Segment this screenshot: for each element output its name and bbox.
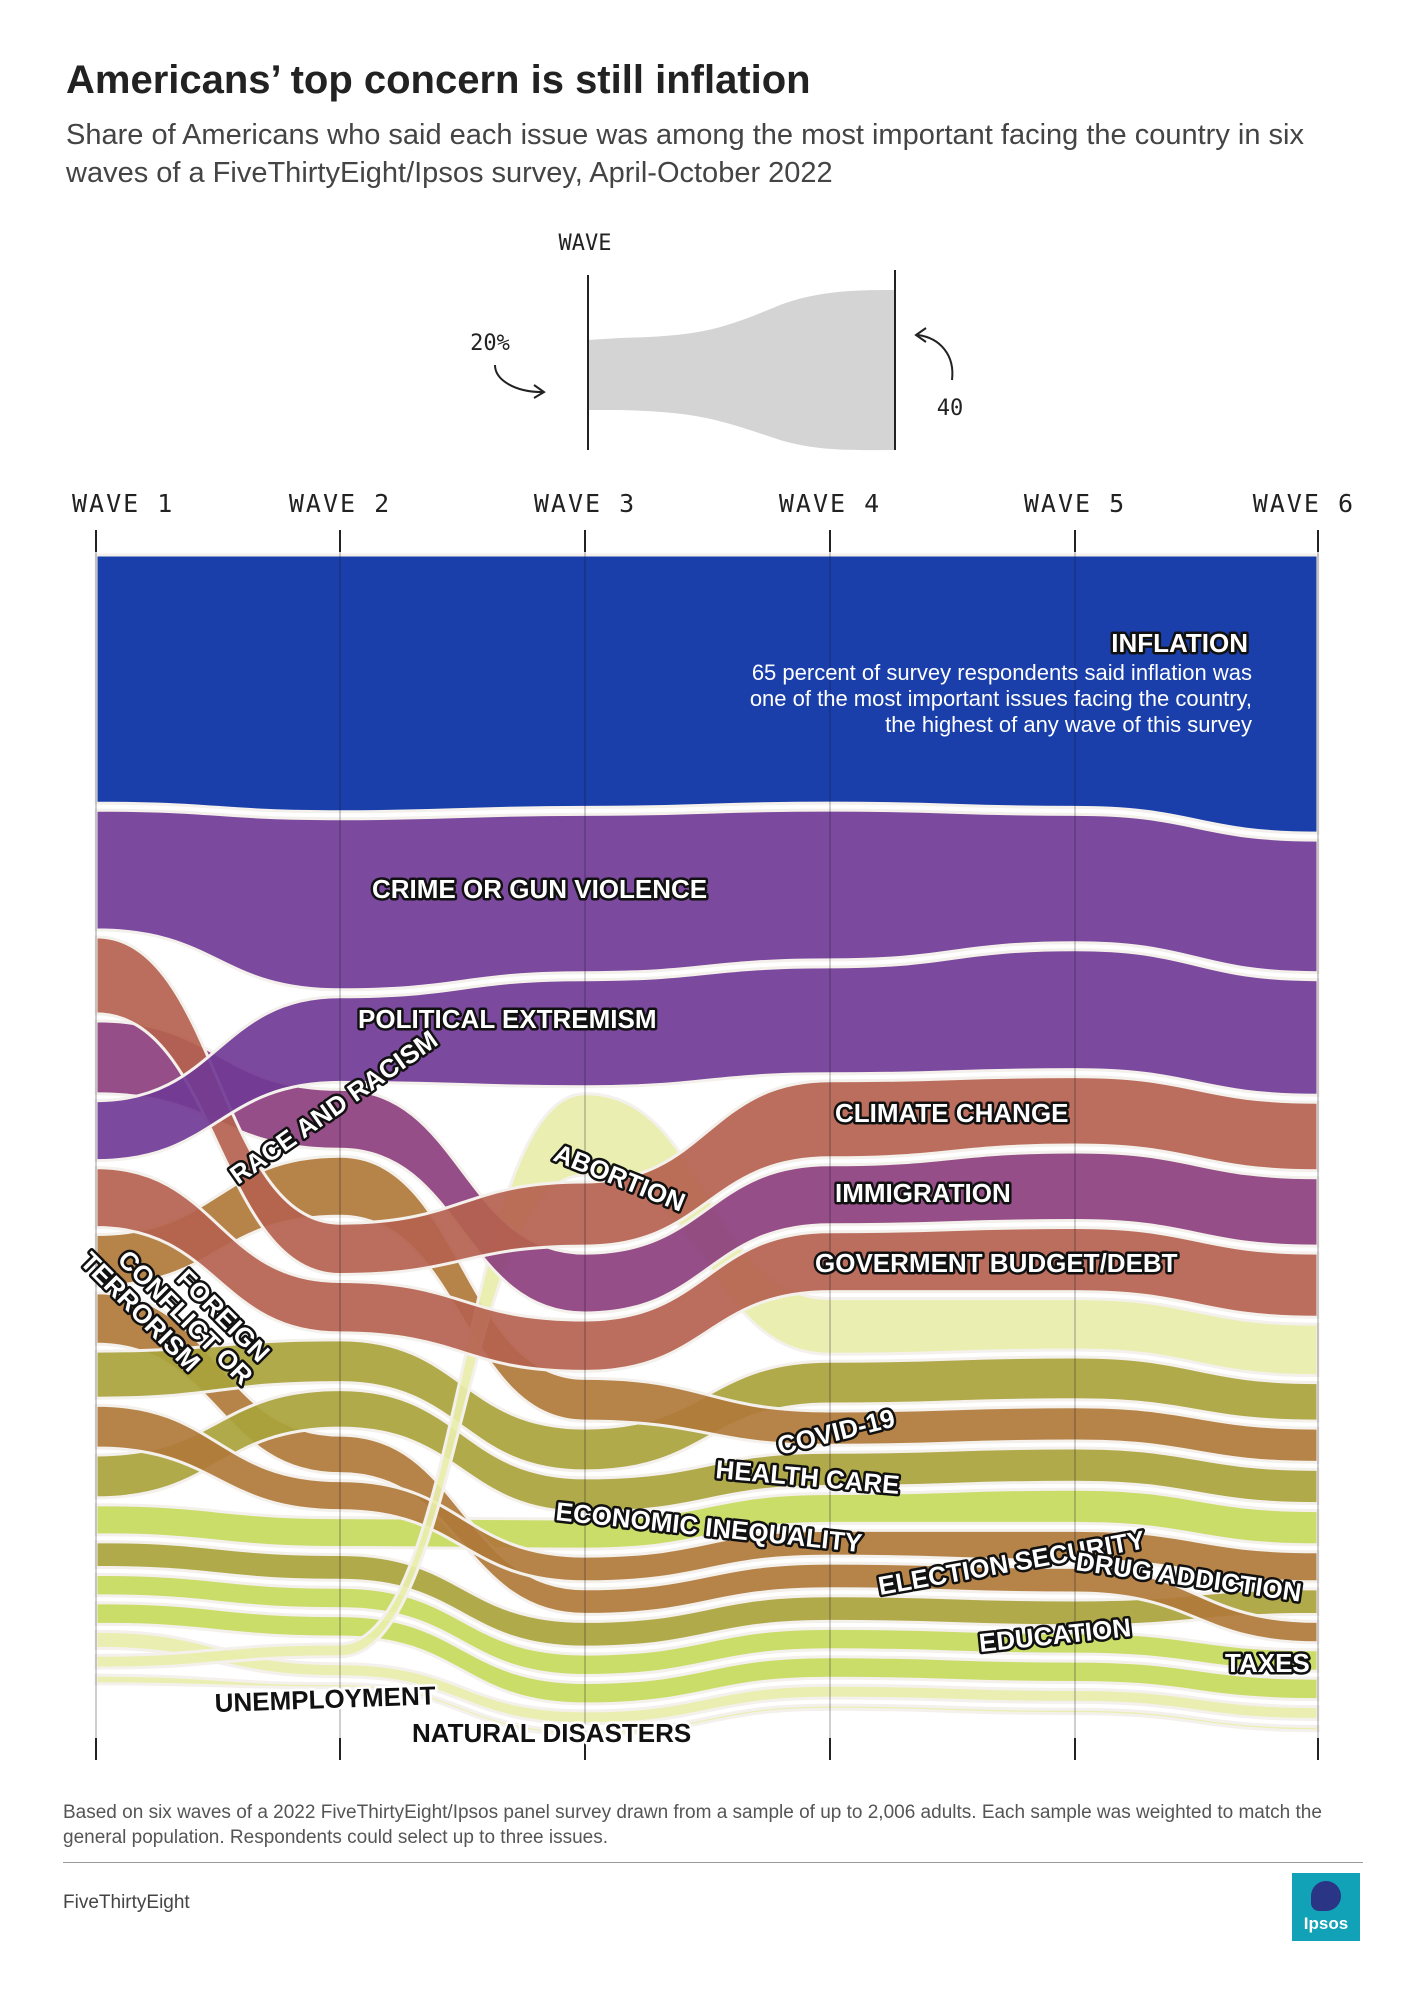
wave-label-3: WAVE 3 xyxy=(534,489,636,518)
inflation-note-line-1: 65 percent of survey respondents said in… xyxy=(752,660,1252,685)
ipsos-logo: Ipsos xyxy=(1292,1873,1360,1941)
wave-label-5: WAVE 5 xyxy=(1024,489,1126,518)
bands-layer xyxy=(94,553,1320,1737)
width-key: WAVE 20% 40 xyxy=(470,231,964,451)
key-high-arrowhead xyxy=(914,327,927,343)
wave-gridlines xyxy=(95,530,1319,1760)
source-credit: FiveThirtyEight xyxy=(63,1892,190,1913)
label-climate-change: CLIMATE CHANGE xyxy=(835,1098,1069,1128)
key-low-arrowhead xyxy=(533,384,546,399)
ipsos-logo-mark xyxy=(1311,1881,1341,1911)
chart-title: Americans’ top concern is still inflatio… xyxy=(66,58,811,102)
wave-axis: WAVE 1 WAVE 2 WAVE 3 WAVE 4 WAVE 5 WAVE … xyxy=(72,489,1355,518)
label-taxes: TAXES xyxy=(1225,1648,1310,1678)
key-high-value: 40 xyxy=(937,396,964,421)
inflation-label: INFLATION xyxy=(1111,628,1248,658)
key-high-arrow xyxy=(917,334,954,381)
wave-label-4: WAVE 4 xyxy=(779,489,881,518)
chart-subtitle: Share of Americans who said each issue w… xyxy=(66,119,1304,189)
band-climate-change xyxy=(94,935,1320,1277)
label-immigration: IMMIGRATION xyxy=(835,1178,1011,1208)
label-unemployment: UNEMPLOYMENT xyxy=(214,1680,436,1718)
chart-canvas: WAVE 20% 40 WAVE 1 WAVE 2 WAVE 3 WAVE 4 … xyxy=(72,231,1355,1760)
inflation-annotation: INFLATION 65 percent of survey responden… xyxy=(750,626,1252,738)
footnote: Based on six waves of a 2022 FiveThirtyE… xyxy=(63,1802,1322,1848)
inflation-note-line-3: the highest of any wave of this survey xyxy=(885,712,1252,737)
key-low-arrow xyxy=(494,364,543,393)
band-crime-or-gun-violence xyxy=(94,808,1320,992)
wave-label-2: WAVE 2 xyxy=(289,489,391,518)
key-wave-label: WAVE xyxy=(559,231,612,256)
band-economic-inequality xyxy=(94,1388,1320,1514)
inflation-note-line-2: one of the most important issues facing … xyxy=(750,686,1252,711)
band-inflation xyxy=(94,553,1320,835)
label-natural-disasters: NATURAL DISASTERS xyxy=(412,1718,691,1748)
band-drug-addiction xyxy=(94,1540,1320,1649)
band-goverment-budget-debt xyxy=(94,1166,1320,1373)
key-low-value: 20% xyxy=(470,331,510,356)
footer-divider xyxy=(63,1862,1363,1863)
ipsos-logo-text: Ipsos xyxy=(1303,1914,1349,1933)
label-government-budget-debt: GOVERMENT BUDGET/DEBT xyxy=(815,1248,1178,1278)
wave-label-1: WAVE 1 xyxy=(72,489,174,518)
key-shape xyxy=(588,290,895,451)
wave-label-6: WAVE 6 xyxy=(1253,489,1355,518)
band-natural-disasters xyxy=(94,1673,1320,1737)
band-unemployment xyxy=(94,1629,1320,1726)
band-political-extremism xyxy=(94,948,1320,1163)
band-taxes xyxy=(94,1601,1320,1706)
label-crime-or-gun-violence: CRIME OR GUN VIOLENCE xyxy=(372,874,707,904)
label-political-extremism: POLITICAL EXTREMISM xyxy=(358,1004,657,1034)
band-covid-19 xyxy=(94,1403,1320,1584)
